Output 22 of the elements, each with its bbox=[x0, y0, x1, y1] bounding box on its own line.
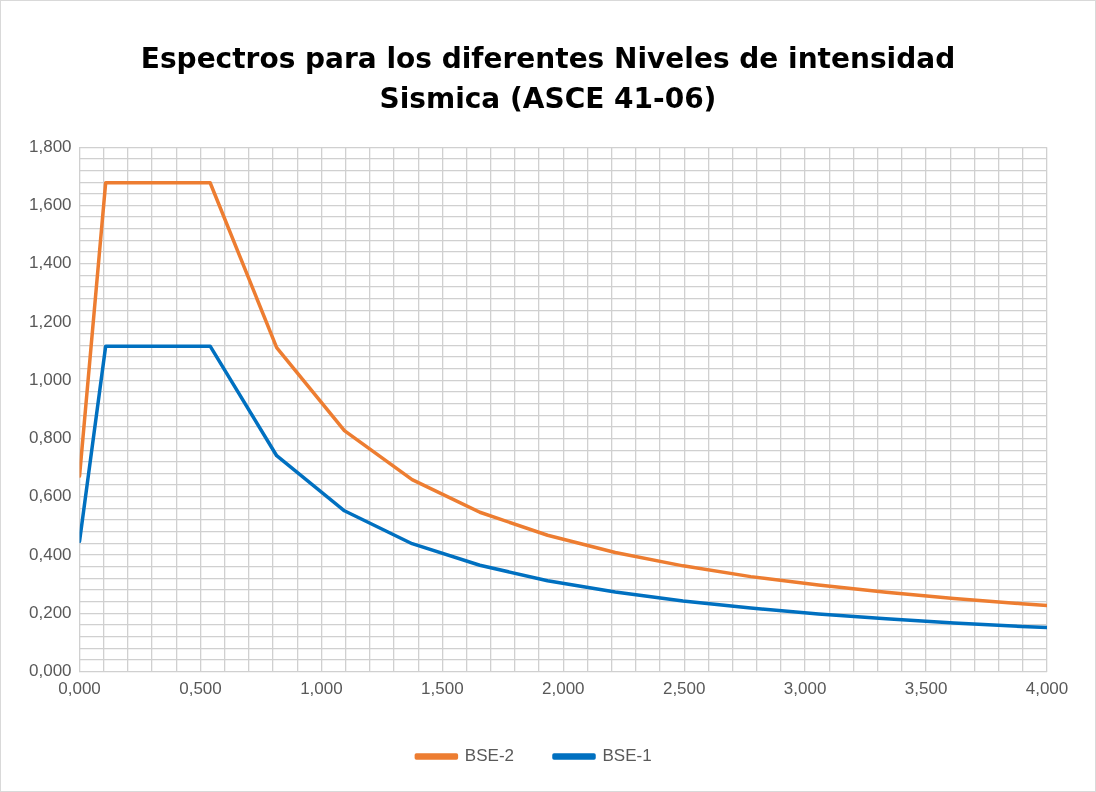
y-tick-label: 0,600 bbox=[28, 486, 72, 506]
x-tick-label: 0,500 bbox=[179, 679, 222, 699]
y-tick-label: 1,000 bbox=[28, 369, 72, 389]
y-tick-label: 1,400 bbox=[28, 253, 72, 273]
x-tick-label: 2,500 bbox=[662, 679, 706, 699]
x-tick-label: 1,000 bbox=[300, 679, 343, 699]
x-tick-label: 0,000 bbox=[58, 679, 101, 699]
x-tick-label: 2,000 bbox=[542, 679, 585, 699]
y-tick-label: 0,400 bbox=[28, 544, 72, 564]
y-tick-label: 1,200 bbox=[28, 311, 72, 331]
x-tick-label: 4,000 bbox=[1025, 679, 1069, 699]
chart-title: Espectros para los diferentes Niveles de intensidad Sismica (ASCE 41-06) bbox=[139, 41, 957, 117]
y-tick-label: 0,200 bbox=[28, 603, 72, 623]
y-tick-label: 1,600 bbox=[28, 195, 72, 215]
x-tick-label: 3,000 bbox=[783, 679, 827, 699]
y-tick-label: 0,800 bbox=[28, 428, 72, 448]
x-tick-label: 1,500 bbox=[421, 679, 464, 699]
legend-label: BSE-2 bbox=[464, 746, 515, 766]
legend-label: BSE-1 bbox=[602, 746, 652, 766]
y-tick-label: 1,800 bbox=[28, 136, 72, 156]
y-tick-label: 0,000 bbox=[28, 661, 72, 681]
x-tick-label: 3,500 bbox=[904, 679, 948, 699]
